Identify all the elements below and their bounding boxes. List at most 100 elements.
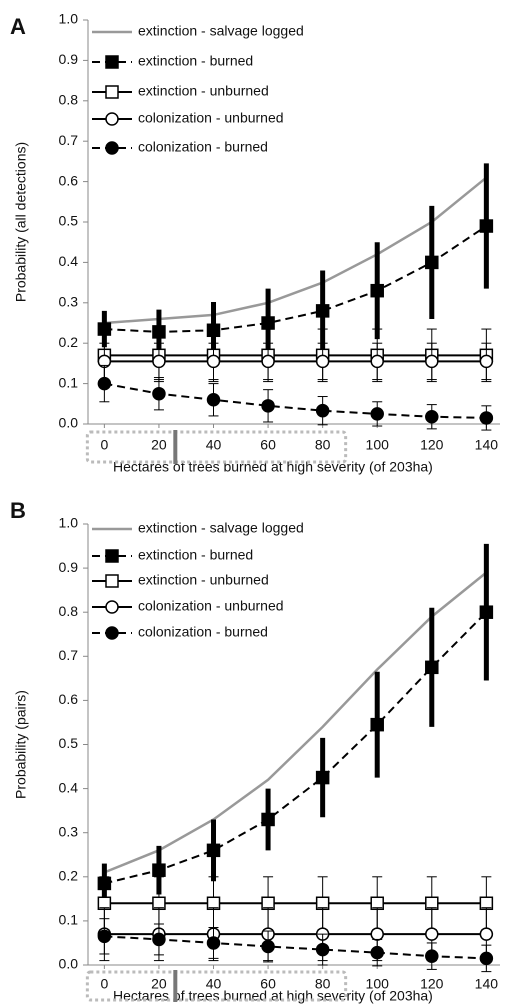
legend-label: extinction - burned	[138, 547, 253, 563]
series: extinction - salvage logged	[92, 23, 488, 325]
marker	[425, 927, 439, 941]
panel-label: A	[10, 14, 26, 39]
y-tick-label: 0.0	[59, 415, 79, 431]
y-tick-label: 0.8	[59, 603, 79, 619]
x-tick-label: 100	[366, 976, 390, 992]
y-tick-label: 0.1	[59, 912, 79, 928]
x-tick-label: 20	[151, 437, 167, 453]
marker	[479, 951, 494, 966]
x-tick-label: 140	[475, 976, 499, 992]
marker	[370, 717, 384, 732]
y-tick-label: 0.6	[59, 172, 79, 188]
y-tick-label: 0.9	[59, 51, 79, 67]
y-tick-label: 0.4	[59, 779, 79, 795]
legend-label: extinction - burned	[138, 53, 253, 69]
series-line	[104, 935, 487, 960]
x-tick-label: 40	[206, 976, 222, 992]
marker	[152, 354, 166, 369]
marker	[152, 386, 166, 401]
x-tick-label: 80	[315, 976, 331, 992]
series: extinction - burned	[92, 543, 494, 904]
marker	[479, 411, 494, 425]
marker	[370, 407, 384, 421]
marker	[370, 927, 384, 941]
marker	[261, 939, 275, 954]
marker	[425, 949, 439, 963]
y-tick-label: 0.8	[59, 92, 79, 108]
marker	[479, 219, 494, 233]
marker	[315, 304, 330, 318]
marker	[315, 942, 330, 957]
series-line	[103, 571, 488, 874]
marker	[370, 354, 384, 369]
legend-label: extinction - unburned	[138, 83, 269, 99]
legend-marker	[105, 626, 119, 640]
marker	[425, 409, 439, 424]
y-tick-label: 0.7	[59, 647, 79, 663]
marker	[315, 770, 330, 785]
legend-marker	[105, 112, 119, 126]
series: extinction - unburned	[92, 572, 494, 931]
y-tick-label: 0.2	[59, 868, 79, 884]
y-tick-label: 0.1	[59, 374, 79, 390]
legend-label: extinction - unburned	[138, 572, 269, 588]
series: colonization - burned	[92, 139, 494, 431]
x-tick-label: 20	[151, 976, 167, 992]
x-tick-label: 100	[366, 437, 390, 453]
marker	[315, 403, 330, 418]
marker	[261, 812, 275, 827]
y-tick-label: 1.0	[59, 515, 79, 531]
x-tick-label: 140	[475, 437, 499, 453]
marker	[97, 929, 112, 944]
marker	[479, 605, 494, 619]
marker	[315, 354, 330, 369]
legend-label: extinction - salvage logged	[138, 520, 304, 536]
x-tick-label: 80	[315, 437, 331, 453]
legend-marker	[105, 85, 119, 99]
x-tick-label: 120	[420, 976, 444, 992]
x-tick-label: 40	[206, 437, 222, 453]
x-tick-label: 60	[260, 437, 276, 453]
y-tick-label: 0.4	[59, 253, 79, 269]
legend-label: colonization - unburned	[138, 110, 284, 126]
marker	[97, 376, 112, 391]
legend-marker	[105, 574, 119, 588]
x-tick-label: 0	[100, 976, 108, 992]
y-axis-label: Probability (all detections)	[13, 142, 29, 302]
series-line	[104, 611, 488, 885]
panel-label: B	[10, 498, 26, 523]
y-tick-label: 1.0	[59, 11, 79, 27]
legend-label: colonization - burned	[138, 139, 268, 155]
marker	[206, 393, 221, 407]
marker	[152, 932, 166, 947]
panel: A Probability (all detections) Hectares of…	[10, 11, 500, 475]
legend-marker	[105, 55, 119, 69]
legend-label: colonization - unburned	[138, 598, 284, 614]
marker	[479, 354, 494, 369]
legend-label: extinction - salvage logged	[138, 23, 304, 39]
marker	[425, 660, 439, 675]
legend-marker	[105, 549, 119, 563]
y-tick-label: 0.2	[59, 334, 79, 350]
series: extinction - salvage logged	[92, 520, 488, 874]
marker	[261, 316, 275, 330]
marker	[425, 255, 439, 270]
y-tick-label: 0.9	[59, 559, 79, 575]
y-axis-label: Probability (pairs)	[13, 690, 29, 799]
y-tick-label: 0.3	[59, 823, 79, 839]
marker	[370, 945, 384, 960]
x-tick-label: 0	[100, 437, 108, 453]
series-line	[104, 225, 487, 333]
marker	[261, 354, 275, 369]
highlight-box	[85, 430, 348, 464]
y-tick-label: 0.0	[59, 956, 79, 972]
marker	[152, 863, 166, 877]
legend-label: colonization - burned	[138, 624, 268, 640]
series-line	[104, 176, 488, 325]
legend-marker	[105, 141, 119, 155]
legend-marker	[105, 600, 119, 614]
marker	[206, 354, 221, 369]
x-tick-label: 120	[420, 437, 444, 453]
